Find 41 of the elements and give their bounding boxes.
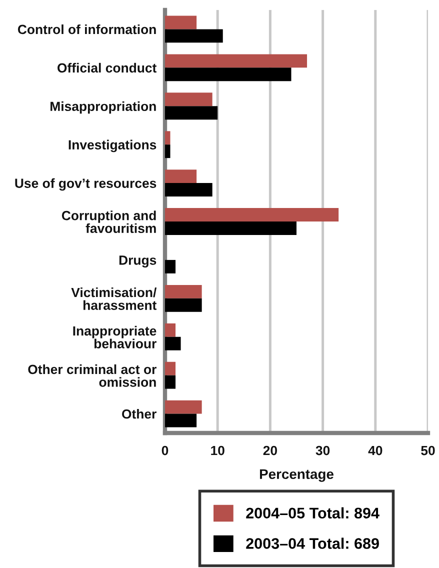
- y-tick-label: Drugs: [119, 256, 156, 268]
- bar: [165, 131, 170, 145]
- x-tick-label: 30: [316, 446, 330, 456]
- bar: [165, 183, 212, 197]
- legend-label: 2004–05 Total: 894: [246, 507, 380, 519]
- x-tick-label: 50: [421, 446, 435, 456]
- y-tick-label: Misappropriation: [50, 101, 156, 114]
- bar: [165, 222, 296, 235]
- bar: [165, 260, 176, 274]
- legend-label: 2003–04 Total: 689: [246, 538, 379, 549]
- bar: [165, 16, 197, 30]
- bar: [165, 54, 308, 68]
- bar: [165, 284, 202, 298]
- bar: [165, 362, 176, 376]
- y-tick-label: Investigations: [68, 140, 156, 152]
- bar: [165, 208, 339, 222]
- bar: [165, 92, 212, 106]
- bar: [165, 68, 292, 82]
- bar: [165, 106, 218, 120]
- x-tick-label: 40: [368, 446, 382, 456]
- y-tick-label: Other criminal act or omission: [28, 364, 156, 387]
- bar: [165, 414, 197, 428]
- bar: [165, 29, 223, 43]
- bar: [165, 400, 202, 414]
- bar: [165, 323, 176, 337]
- y-tick-label: Control of information: [18, 24, 156, 34]
- bar: [165, 375, 176, 389]
- bar: [165, 170, 197, 184]
- y-tick-label: Official conduct: [58, 62, 157, 73]
- bar: [165, 336, 181, 350]
- x-tick-label: 20: [263, 446, 277, 456]
- y-tick-label: Inappropriate behaviour: [73, 326, 156, 348]
- x-tick-label: 10: [211, 446, 224, 456]
- x-axis-title: Percentage: [260, 469, 334, 482]
- bar: [165, 144, 170, 158]
- x-tick-label: 0: [162, 446, 168, 456]
- y-tick-label: Use of gov’t resources: [15, 178, 156, 191]
- y-tick-label: Other: [122, 408, 156, 419]
- y-tick-label: Corruption and favouritism: [62, 210, 156, 234]
- bar: [165, 298, 202, 312]
- y-tick-label: Victimisation/ harassment: [71, 287, 157, 310]
